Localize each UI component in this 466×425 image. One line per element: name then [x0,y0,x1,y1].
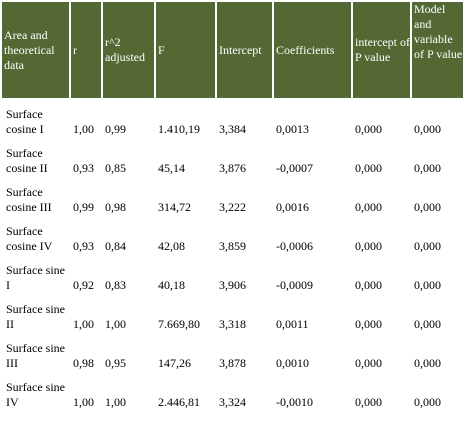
r-cell: 0,99 [71,178,101,215]
intercept-cell: 3,384 [217,100,272,137]
intercept-p-value-cell: 0,000 [353,334,410,371]
f-cell: 2.446,81 [156,373,215,410]
intercept-p-value-cell: 0,000 [353,295,410,332]
r-cell: 0,93 [71,217,101,254]
table-row: Surface cosine IV 0,93 0,84 42,08 3,859 -0,00… [2,217,463,254]
table-row: Surface sine IV 1,00 1,00 2.446,81 3,324 -0,0… [2,373,463,410]
intercept-cell: 3,318 [217,295,272,332]
r2-adjusted-cell: 0,99 [103,100,154,137]
coefficient-cell: 0,0010 [274,334,351,371]
area-cell: Surface cosine I [2,100,69,137]
r-cell: 1,00 [71,373,101,410]
f-cell: 1.410,19 [156,100,215,137]
r2-adjusted-cell: 1,00 [103,295,154,332]
r-cell: 0,98 [71,334,101,371]
model-p-value-cell: 0,000 [412,334,463,371]
intercept-cell: 3,222 [217,178,272,215]
header-area: Area and theoretical data [2,2,69,98]
r-cell: 0,93 [71,139,101,176]
r2-adjusted-cell: 0,85 [103,139,154,176]
table-row: Surface cosine I 1,00 0,99 1.410,19 3,384 0,0… [2,100,463,137]
coefficient-cell: -0,0007 [274,139,351,176]
coefficient-cell: 0,0013 [274,100,351,137]
regression-table: Area and theoretical data r r^2 adjusted… [2,2,463,410]
f-cell: 314,72 [156,178,215,215]
intercept-p-value-cell: 0,000 [353,139,410,176]
r2-adjusted-cell: 1,00 [103,373,154,410]
area-cell: Surface sine II [2,295,69,332]
area-cell: Surface cosine II [2,139,69,176]
area-cell: Surface cosine IV [2,217,69,254]
r2-adjusted-cell: 0,95 [103,334,154,371]
model-p-value-cell: 0,000 [412,217,463,254]
intercept-cell: 3,859 [217,217,272,254]
table-header: Area and theoretical data r r^2 adjusted… [2,2,463,98]
header-f: F [156,2,215,98]
coefficient-cell: 0,0016 [274,178,351,215]
intercept-p-value-cell: 0,000 [353,100,410,137]
intercept-cell: 3,324 [217,373,272,410]
table-row: Surface cosine III 0,99 0,98 314,72 3,222 0,0… [2,178,463,215]
header-r: r [71,2,101,98]
header-intercept-p-value: intercept of P value [353,2,410,98]
intercept-p-value-cell: 0,000 [353,373,410,410]
table-row: Surface sine I 0,92 0,83 40,18 3,906 -0,0009 0… [2,256,463,293]
r-cell: 1,00 [71,295,101,332]
r2-adjusted-cell: 0,84 [103,217,154,254]
coefficient-cell: -0,0009 [274,256,351,293]
f-cell: 147,26 [156,334,215,371]
header-row: Area and theoretical data r r^2 adjusted… [2,2,463,98]
header-r2-adjusted: r^2 adjusted [103,2,154,98]
f-cell: 7.669,80 [156,295,215,332]
intercept-p-value-cell: 0,000 [353,178,410,215]
f-cell: 40,18 [156,256,215,293]
area-cell: Surface sine I [2,256,69,293]
intercept-p-value-cell: 0,000 [353,256,410,293]
table-row: Surface sine III 0,98 0,95 147,26 3,878 0,001… [2,334,463,371]
table-row: Surface cosine II 0,93 0,85 45,14 3,876 -0,00… [2,139,463,176]
table-body: Surface cosine I 1,00 0,99 1.410,19 3,384 0,0… [2,100,463,410]
coefficient-cell: -0,0006 [274,217,351,254]
model-p-value-cell: 0,000 [412,295,463,332]
f-cell: 42,08 [156,217,215,254]
header-coefficients: Coefficients [274,2,351,98]
intercept-cell: 3,878 [217,334,272,371]
area-cell: Surface sine III [2,334,69,371]
intercept-cell: 3,906 [217,256,272,293]
table-row: Surface sine II 1,00 1,00 7.669,80 3,318 0,00… [2,295,463,332]
header-model-p-value: Model and variable of P value [412,2,463,98]
intercept-cell: 3,876 [217,139,272,176]
model-p-value-cell: 0,000 [412,100,463,137]
header-intercept: Intercept [217,2,272,98]
model-p-value-cell: 0,000 [412,256,463,293]
r-cell: 0,92 [71,256,101,293]
model-p-value-cell: 0,000 [412,178,463,215]
f-cell: 45,14 [156,139,215,176]
intercept-p-value-cell: 0,000 [353,217,410,254]
coefficient-cell: 0,0011 [274,295,351,332]
r2-adjusted-cell: 0,83 [103,256,154,293]
coefficient-cell: -0,0010 [274,373,351,410]
area-cell: Surface sine IV [2,373,69,410]
r-cell: 1,00 [71,100,101,137]
area-cell: Surface cosine III [2,178,69,215]
model-p-value-cell: 0,000 [412,139,463,176]
model-p-value-cell: 0,000 [412,373,463,410]
r2-adjusted-cell: 0,98 [103,178,154,215]
